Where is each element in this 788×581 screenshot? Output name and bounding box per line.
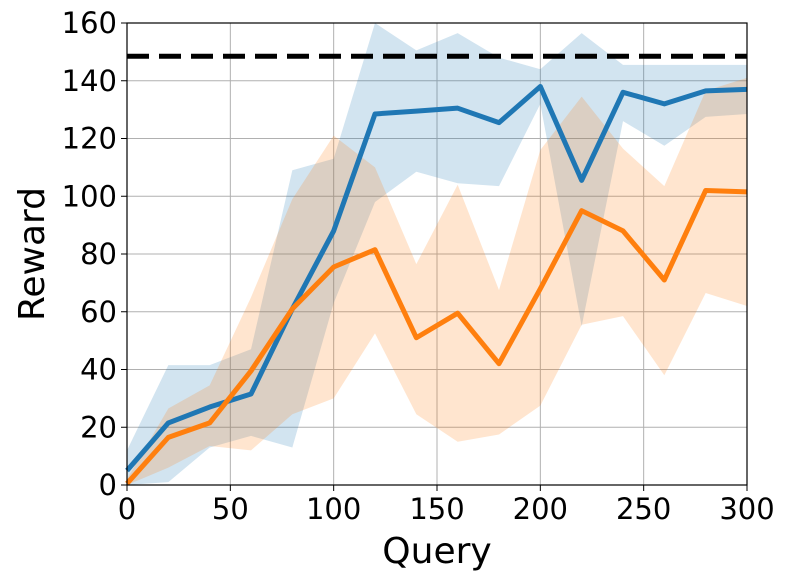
x-tick-label: 0: [118, 492, 136, 526]
y-tick-label: 100: [62, 179, 117, 213]
x-tick-label: 150: [409, 492, 464, 526]
y-tick-label: 80: [80, 237, 117, 271]
x-tick-label: 50: [212, 492, 249, 526]
series-lines: [125, 84, 748, 486]
confidence-bands: [127, 23, 747, 486]
blue-confidence-band: [127, 23, 747, 485]
orange-confidence-band: [127, 77, 747, 486]
x-axis-ticks: 0 50 100 150 200 250 300: [118, 485, 775, 526]
x-tick-label: 200: [513, 492, 568, 526]
y-tick-label: 0: [99, 468, 117, 502]
y-tick-label: 20: [80, 410, 117, 444]
y-tick-label: 40: [80, 353, 117, 387]
y-axis-ticks: 0 20 40 60 80 100 120 140 160: [62, 6, 127, 502]
y-tick-label: 60: [80, 295, 117, 329]
x-tick-label: 300: [719, 492, 774, 526]
y-axis-label: Reward: [12, 187, 53, 321]
x-tick-label: 250: [616, 492, 671, 526]
x-axis-label: Query: [382, 531, 491, 572]
orange-series-line: [125, 187, 748, 486]
x-tick-label: 100: [306, 492, 361, 526]
y-tick-label: 120: [62, 122, 117, 156]
y-tick-label: 140: [62, 64, 117, 98]
y-tick-label: 160: [62, 6, 117, 40]
